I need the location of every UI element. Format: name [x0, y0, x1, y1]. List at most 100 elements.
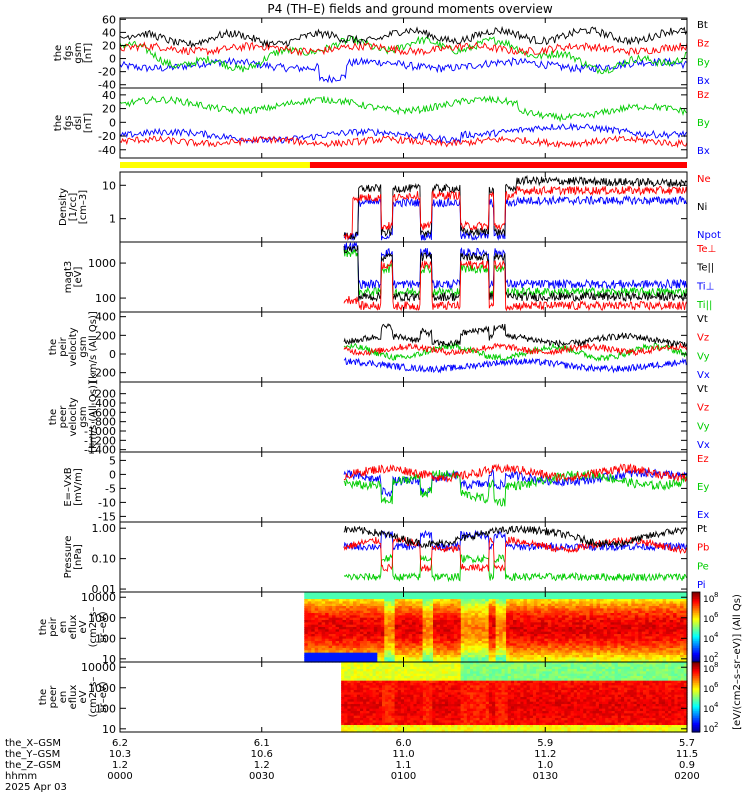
- heatmap-cell: [460, 596, 465, 600]
- heatmap-cell: [342, 643, 347, 647]
- heatmap-cell: [652, 592, 657, 595]
- heatmap-cell: [404, 708, 408, 712]
- y-tick-label: 20: [102, 39, 116, 52]
- heatmap-cell: [318, 643, 323, 647]
- heatmap-cell: [412, 594, 417, 598]
- heatmap-cell: [554, 615, 559, 619]
- heatmap-cell: [526, 643, 532, 647]
- heatmap-cell: [328, 634, 333, 637]
- heatmap-cell: [372, 690, 377, 693]
- heatmap-cell: [342, 606, 347, 609]
- heatmap-cell: [382, 699, 386, 703]
- heatmap-cell: [499, 615, 504, 619]
- heatmap-cell: [412, 613, 417, 616]
- heatmap-cell: [350, 729, 355, 733]
- heatmap-cell: [603, 631, 608, 635]
- heatmap-cell: [627, 659, 632, 663]
- heatmap-cell: [463, 683, 468, 686]
- heatmap-cell: [551, 655, 556, 658]
- heatmap-cell: [385, 713, 389, 717]
- heatmap-cell: [350, 694, 355, 698]
- heatmap-cell: [378, 729, 383, 733]
- y-axis-label-line: the: [38, 619, 49, 635]
- heatmap-cell: [341, 673, 345, 677]
- heatmap-cell: [433, 652, 438, 656]
- heatmap-cell: [450, 622, 455, 626]
- heatmap-cell: [407, 671, 411, 675]
- heatmap-cell: [426, 715, 430, 719]
- heatmap-cell: [603, 624, 608, 628]
- heatmap-cell: [404, 669, 408, 672]
- heatmap-cell: [384, 594, 389, 598]
- heatmap-cell: [470, 718, 474, 721]
- heatmap-cell: [551, 592, 556, 595]
- heatmap-cell: [325, 655, 330, 658]
- heatmap-cell: [349, 617, 354, 621]
- heatmap-cell: [666, 624, 671, 628]
- heatmap-cell: [466, 664, 471, 668]
- heatmap-cell: [676, 627, 681, 630]
- heatmap-cell: [391, 678, 396, 682]
- heatmap-cell: [499, 603, 504, 607]
- heatmap-cell: [407, 664, 411, 668]
- heatmap-cell: [391, 683, 396, 686]
- heatmap-cell: [513, 641, 518, 644]
- heatmap-cell: [473, 694, 477, 698]
- heatmap-cell: [422, 645, 427, 649]
- heatmap-cell: [565, 634, 570, 637]
- heatmap-cell: [485, 645, 490, 649]
- heatmap-cell: [502, 643, 507, 647]
- heatmap-cell: [311, 613, 316, 616]
- heatmap-cell: [551, 622, 556, 626]
- heatmap-cell: [673, 624, 678, 628]
- heatmap-cell: [372, 701, 377, 705]
- heatmap-cell: [433, 659, 438, 663]
- heatmap-cell: [586, 608, 591, 612]
- y-axis-label: Density [1/cc] [cm–3]: [58, 188, 89, 226]
- heatmap-cell: [441, 725, 446, 728]
- heatmap-cell: [666, 631, 671, 635]
- heatmap-cell: [673, 657, 678, 661]
- heatmap-cell: [476, 662, 481, 665]
- heatmap-cell: [391, 708, 396, 712]
- heatmap-cell: [648, 599, 653, 602]
- heatmap-cell: [350, 711, 355, 714]
- heatmap-cell: [537, 608, 542, 612]
- series-fgs-dsl-2: [119, 122, 688, 144]
- heatmap-cell: [659, 620, 664, 623]
- heatmap-cell: [451, 725, 455, 728]
- heatmap-cell: [408, 650, 413, 654]
- heatmap-cell: [448, 685, 452, 689]
- heatmap-cell: [387, 592, 392, 595]
- heatmap-cell: [620, 657, 625, 661]
- heatmap-cell: [380, 610, 385, 614]
- heatmap-cell: [438, 697, 443, 700]
- panel-frame: [119, 521, 688, 593]
- heatmap-cell: [648, 613, 653, 616]
- heatmap-cell: [516, 596, 521, 600]
- heatmap-cell: [641, 610, 646, 614]
- heatmap-cell: [363, 697, 367, 700]
- heatmap-cell: [375, 729, 380, 733]
- heatmap-cell: [499, 634, 504, 637]
- heatmap-cell: [380, 594, 385, 598]
- heatmap-cell: [375, 708, 380, 712]
- heatmap-cell: [444, 701, 449, 705]
- heatmap-cell: [429, 685, 433, 689]
- heatmap-cell: [495, 599, 500, 602]
- heatmap-cell: [370, 657, 375, 661]
- heatmap-cell: [311, 599, 316, 602]
- heatmap-cell: [405, 620, 410, 623]
- heatmap-cell: [366, 603, 371, 607]
- heatmap-cell: [579, 655, 584, 658]
- heatmap-cell: [415, 643, 420, 647]
- heatmap-cell: [429, 620, 434, 623]
- heatmap-cell: [523, 657, 528, 661]
- heatmap-cell: [366, 601, 371, 605]
- heatmap-cell: [439, 617, 445, 621]
- heatmap-cell: [530, 601, 535, 605]
- heatmap-cell: [547, 617, 552, 621]
- heatmap-cell: [634, 636, 639, 640]
- heatmap-cell: [613, 603, 619, 607]
- heatmap-cell: [373, 608, 378, 612]
